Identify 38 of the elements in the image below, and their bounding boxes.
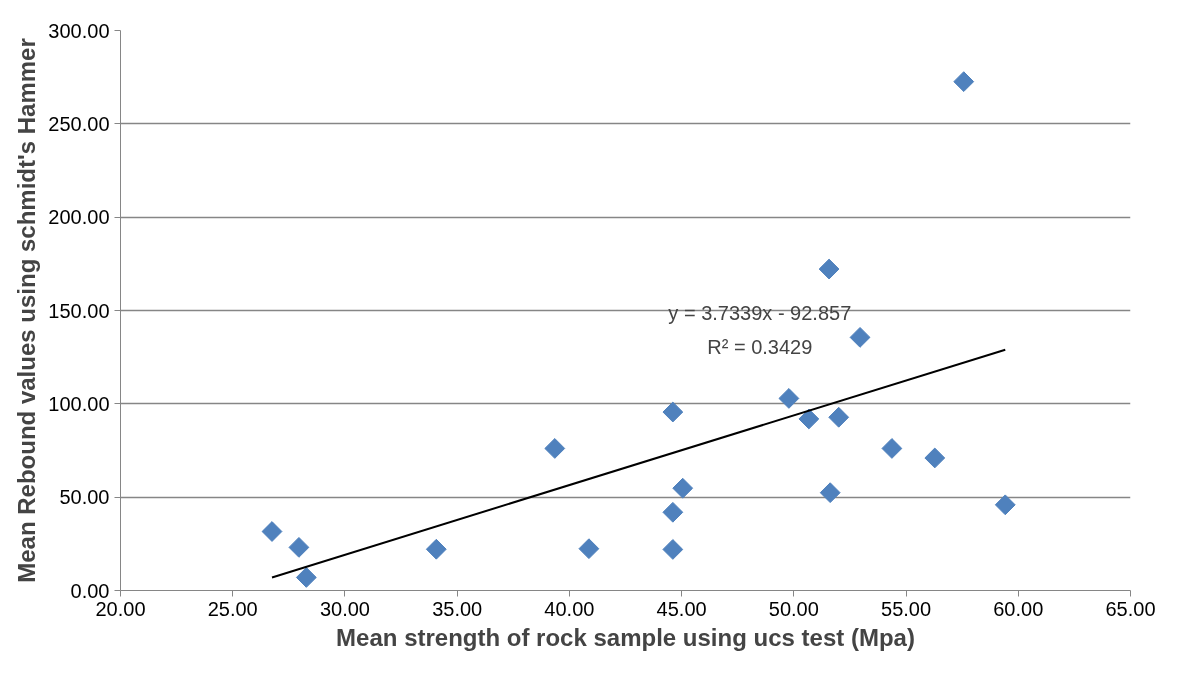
y-tick-label: 100.00 — [48, 392, 110, 415]
x-tick-label: 40.00 — [544, 597, 595, 620]
point — [295, 567, 317, 588]
annotation: R² = 0.3429 — [707, 335, 813, 358]
x-axis-title: Mean strength of rock sample using ucs test (Mpa) — [336, 623, 915, 651]
point — [818, 258, 840, 280]
x-tick-label: 55.00 — [881, 597, 932, 620]
x-tick-label: 30.00 — [319, 597, 370, 620]
point — [578, 538, 600, 560]
point — [849, 326, 871, 348]
point — [288, 536, 310, 558]
point — [261, 521, 283, 542]
x-tick-label: 60.00 — [993, 597, 1044, 620]
y-tick-label: 200.00 — [48, 206, 110, 229]
point — [662, 539, 684, 560]
point — [924, 447, 946, 469]
x-tick-label: 65.00 — [1105, 597, 1156, 620]
x-tick-label: 50.00 — [768, 597, 819, 620]
point — [819, 482, 841, 504]
y-tick-label: 300.00 — [48, 19, 110, 42]
x-tick-label: 35.00 — [432, 597, 483, 620]
point — [672, 477, 694, 499]
point — [662, 501, 684, 523]
y-tick-label: 50.00 — [59, 486, 110, 509]
point — [828, 406, 850, 428]
y-tick-label: 250.00 — [48, 112, 110, 135]
point — [778, 388, 800, 409]
point — [881, 438, 903, 459]
x-tick-label: 25.00 — [207, 597, 258, 620]
x-tick-label: 45.00 — [656, 597, 707, 620]
point — [953, 71, 975, 93]
point — [544, 438, 566, 459]
y-tick-label: 150.00 — [48, 299, 110, 322]
point — [662, 401, 684, 423]
y-axis-title: Mean Rebound values using schmidt's Hammer — [13, 38, 41, 583]
point — [994, 494, 1016, 516]
point — [798, 408, 820, 430]
point — [425, 538, 447, 560]
